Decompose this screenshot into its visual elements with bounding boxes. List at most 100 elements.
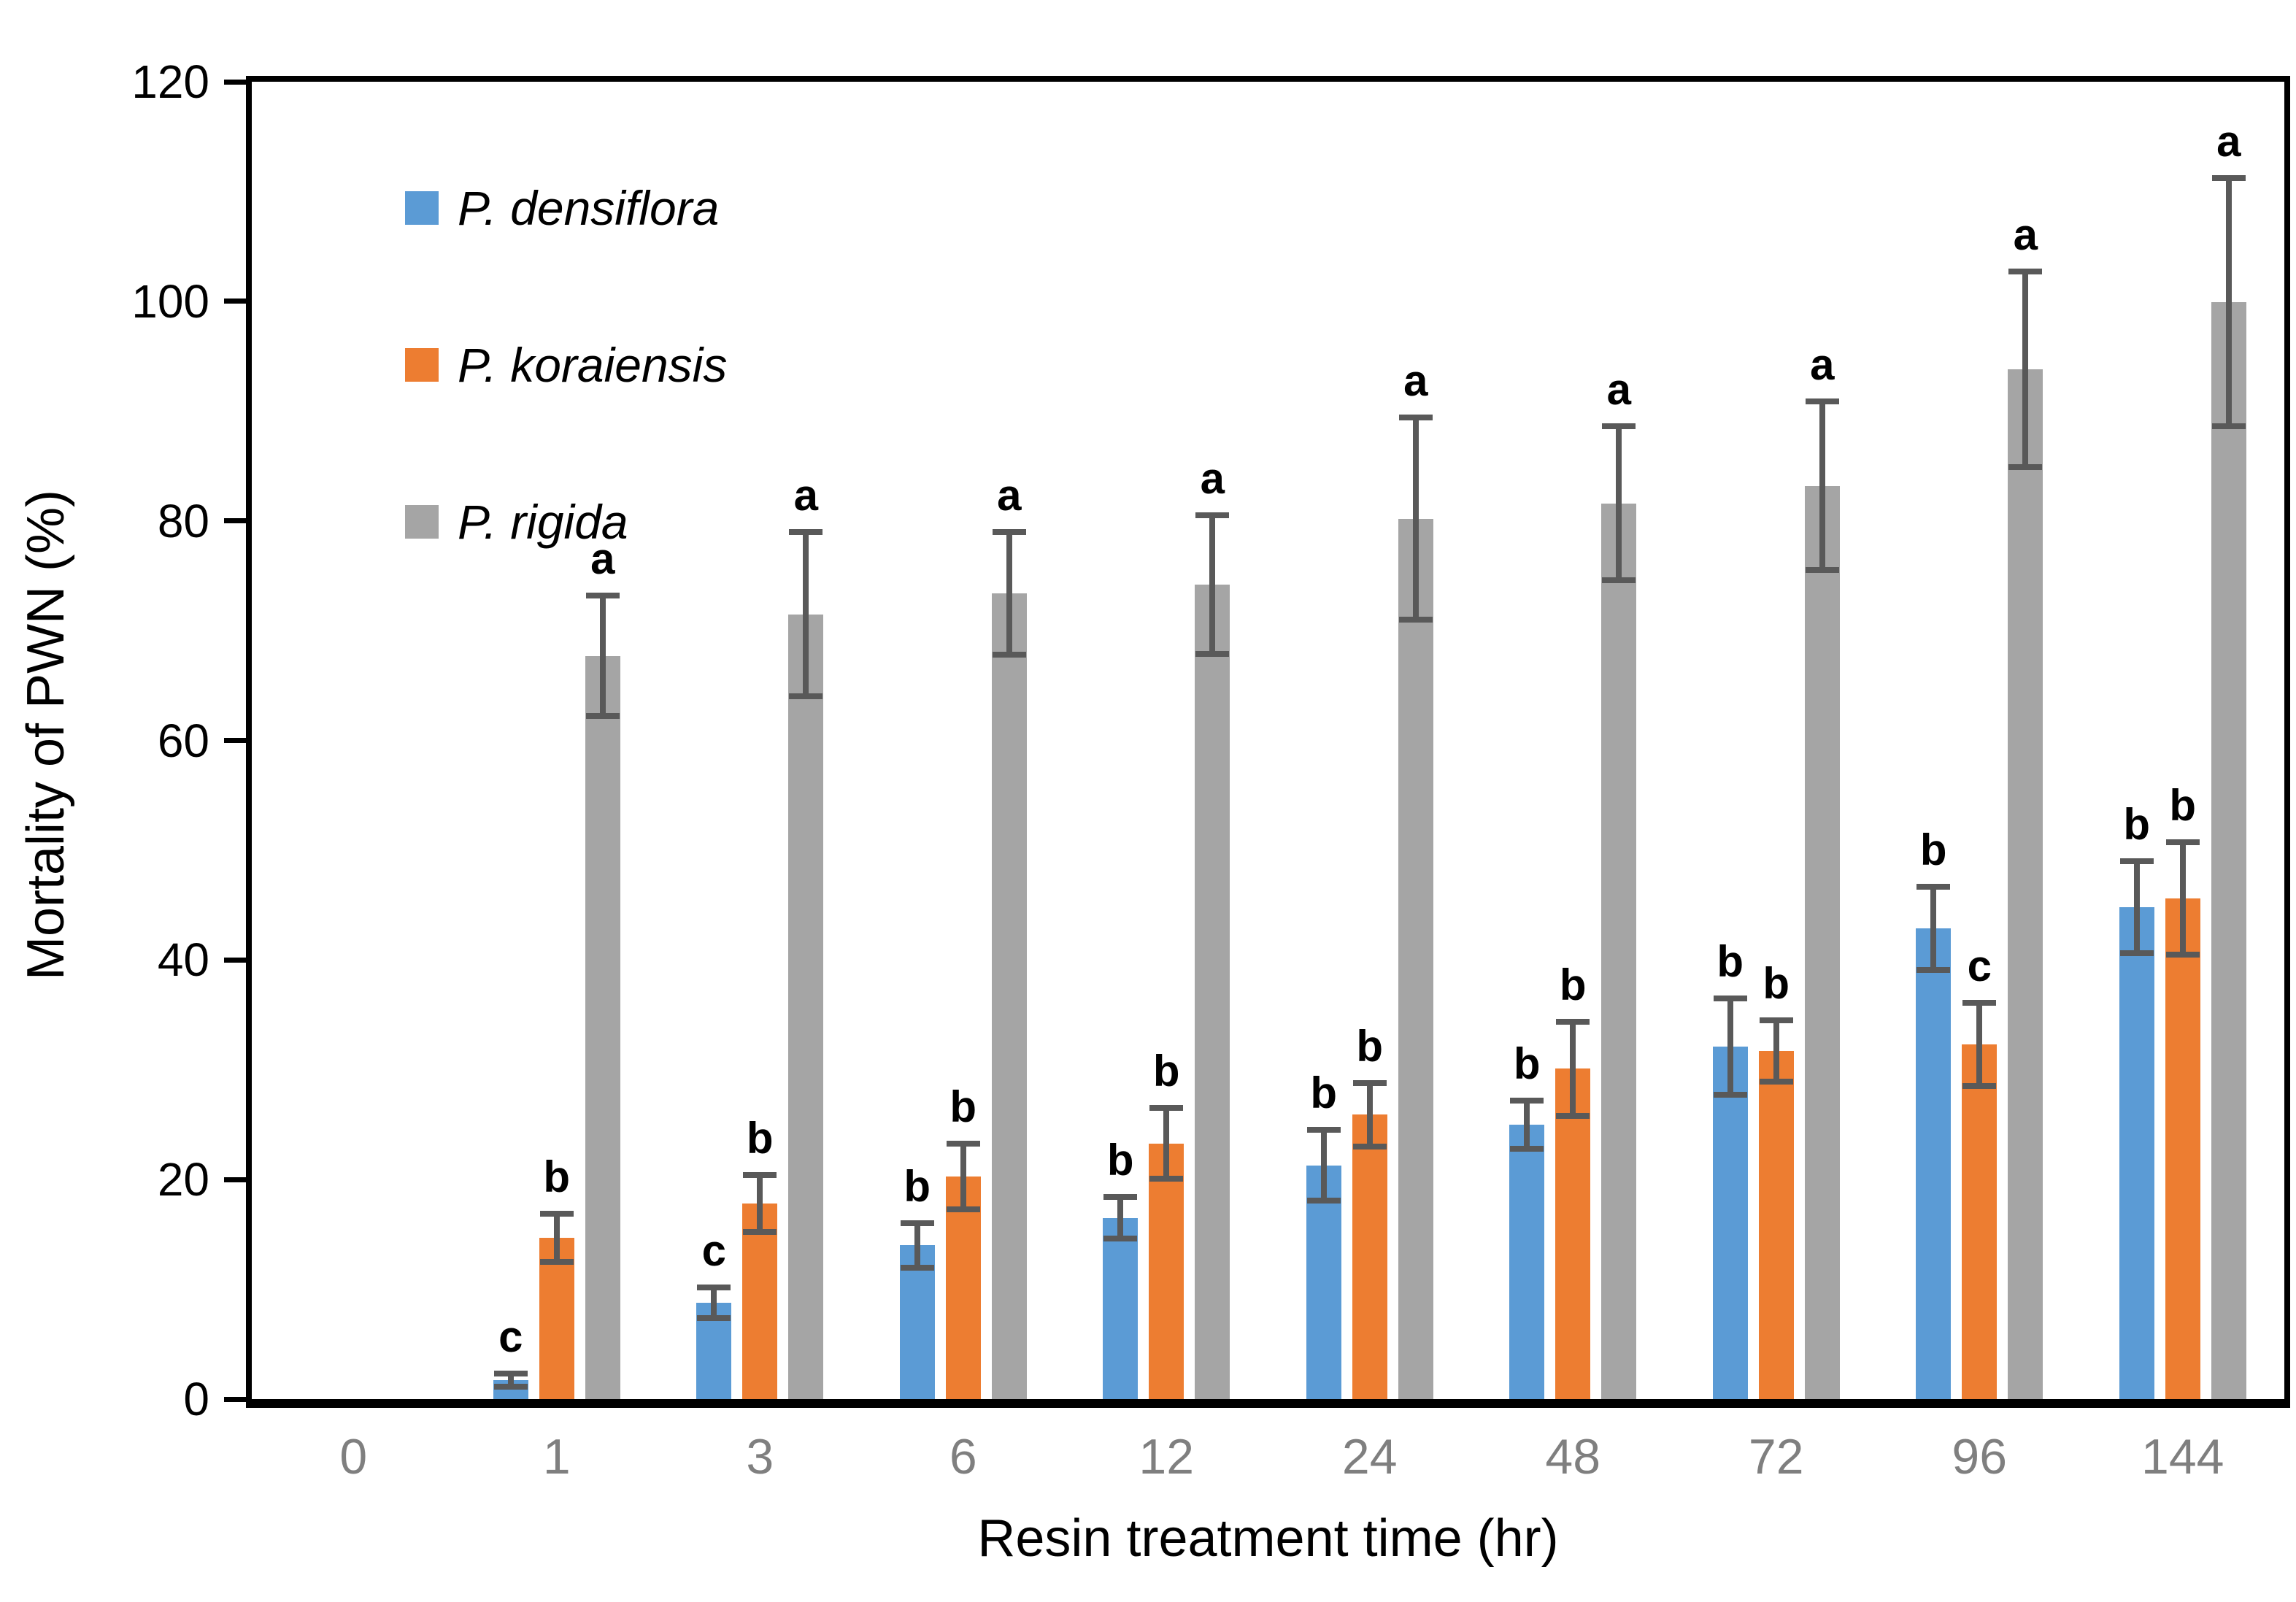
significance-letter: b xyxy=(1559,960,1587,1009)
significance-letter: a xyxy=(1810,339,1835,389)
bar-p-rigida-72hr xyxy=(1804,485,1840,1399)
legend-label: P. koraiensis xyxy=(458,338,728,392)
error-bar-cap xyxy=(1306,1197,1341,1204)
significance-letter: a xyxy=(2013,210,2038,260)
legend-item-p-rigida: P. rigida xyxy=(405,498,628,546)
error-bar-cap xyxy=(493,1371,528,1377)
error-bar-cap xyxy=(992,528,1026,535)
error-bar-cap xyxy=(585,592,620,598)
bar-p-rigida-24hr xyxy=(1398,518,1433,1399)
significance-letter: a xyxy=(590,534,615,583)
error-bar xyxy=(599,595,606,717)
error-bar-cap xyxy=(2008,269,2043,275)
error-bar xyxy=(1773,1020,1779,1082)
significance-letter: b xyxy=(1106,1136,1134,1185)
x-axis-tick-label: 0 xyxy=(339,1429,368,1484)
y-axis-tick-label: 100 xyxy=(131,274,209,328)
bar-p-rigida-6hr xyxy=(991,593,1027,1399)
error-bar-cap xyxy=(2119,950,2154,957)
significance-letter: b xyxy=(1919,825,1947,874)
error-bar-cap xyxy=(1805,398,1839,404)
error-bar-cap xyxy=(1962,1000,1997,1006)
error-bar xyxy=(1727,998,1733,1095)
error-bar xyxy=(914,1223,920,1268)
error-bar-cap xyxy=(743,1229,777,1236)
bar-p-densiflora-6hr xyxy=(899,1245,935,1399)
y-axis-tick xyxy=(224,518,246,524)
error-bar-cap xyxy=(697,1284,731,1290)
bar-p-koraiensis-144hr xyxy=(2165,898,2200,1399)
error-bar-cap xyxy=(2211,423,2246,430)
error-bar-cap xyxy=(1916,966,1951,973)
error-bar-cap xyxy=(1103,1236,1138,1242)
x-axis-tick-label: 3 xyxy=(746,1429,774,1484)
error-bar xyxy=(2133,860,2140,954)
bar-p-koraiensis-48hr xyxy=(1555,1068,1591,1399)
error-bar-cap xyxy=(539,1258,574,1265)
error-bar xyxy=(1163,1108,1170,1179)
error-bar xyxy=(757,1175,763,1233)
error-bar-cap xyxy=(946,1140,980,1147)
error-bar xyxy=(2179,842,2186,955)
error-bar xyxy=(1570,1021,1576,1116)
significance-letter: b xyxy=(904,1162,931,1212)
bar-p-koraiensis-96hr xyxy=(1962,1044,1998,1399)
bar-p-koraiensis-6hr xyxy=(945,1176,981,1399)
error-bar-cap xyxy=(1306,1127,1341,1133)
error-bar xyxy=(553,1213,560,1262)
x-axis-tick-label: 72 xyxy=(1748,1429,1804,1484)
y-axis-tick-label: 20 xyxy=(157,1153,209,1206)
x-axis-tick-label: 96 xyxy=(1952,1429,2008,1484)
error-bar-cap xyxy=(2211,175,2246,182)
bar-p-rigida-12hr xyxy=(1195,584,1230,1399)
error-bar-cap xyxy=(1510,1097,1544,1104)
error-bar-cap xyxy=(1398,617,1433,623)
error-bar-cap xyxy=(2165,839,2200,846)
error-bar-cap xyxy=(1962,1083,1997,1090)
error-bar-cap xyxy=(900,1264,934,1271)
significance-letter: b xyxy=(1513,1039,1541,1088)
error-bar xyxy=(1930,886,1937,970)
y-axis-tick-label: 80 xyxy=(157,494,209,547)
significance-letter: a xyxy=(1403,356,1428,406)
error-bar-cap xyxy=(1398,415,1433,421)
x-axis-title: Resin treatment time (hr) xyxy=(977,1509,1559,1568)
significance-letter: b xyxy=(1152,1047,1180,1096)
error-bar-cap xyxy=(1556,1018,1590,1025)
legend-item-p-koraiensis: P. koraiensis xyxy=(405,341,727,389)
y-axis-tick-label: 60 xyxy=(157,714,209,767)
x-axis-tick-label: 24 xyxy=(1341,1429,1398,1484)
error-bar-cap xyxy=(1103,1194,1138,1201)
significance-letter: c xyxy=(1967,941,1992,990)
error-bar xyxy=(1366,1082,1373,1147)
error-bar xyxy=(507,1374,514,1387)
significance-letter: b xyxy=(1356,1021,1384,1071)
bar-p-rigida-1hr xyxy=(585,655,620,1399)
error-bar-cap xyxy=(900,1220,934,1227)
significance-letter: b xyxy=(746,1114,774,1163)
significance-letter: a xyxy=(793,470,818,520)
error-bar-cap xyxy=(1352,1144,1387,1150)
error-bar-cap xyxy=(789,528,823,535)
bar-p-densiflora-12hr xyxy=(1103,1217,1139,1399)
x-axis-tick-label: 6 xyxy=(949,1429,977,1484)
significance-letter: b xyxy=(2123,799,2151,849)
y-axis-tick-label: 40 xyxy=(157,933,209,987)
error-bar-cap xyxy=(1195,512,1230,519)
y-axis-tick xyxy=(224,738,246,743)
y-axis-tick-label: 120 xyxy=(131,55,209,108)
bar-p-densiflora-72hr xyxy=(1712,1047,1748,1399)
error-bar-cap xyxy=(1602,423,1636,430)
bar-p-rigida-144hr xyxy=(2211,302,2246,1399)
error-bar xyxy=(1412,417,1419,620)
bar-p-rigida-48hr xyxy=(1601,503,1637,1399)
error-bar xyxy=(1976,1003,1983,1087)
error-bar-cap xyxy=(1195,650,1230,657)
error-bar-cap xyxy=(585,713,620,720)
x-axis-tick-label: 48 xyxy=(1545,1429,1601,1484)
bar-p-rigida-3hr xyxy=(788,614,824,1399)
significance-letter: b xyxy=(2169,781,2197,831)
legend-swatch-icon xyxy=(405,505,439,539)
